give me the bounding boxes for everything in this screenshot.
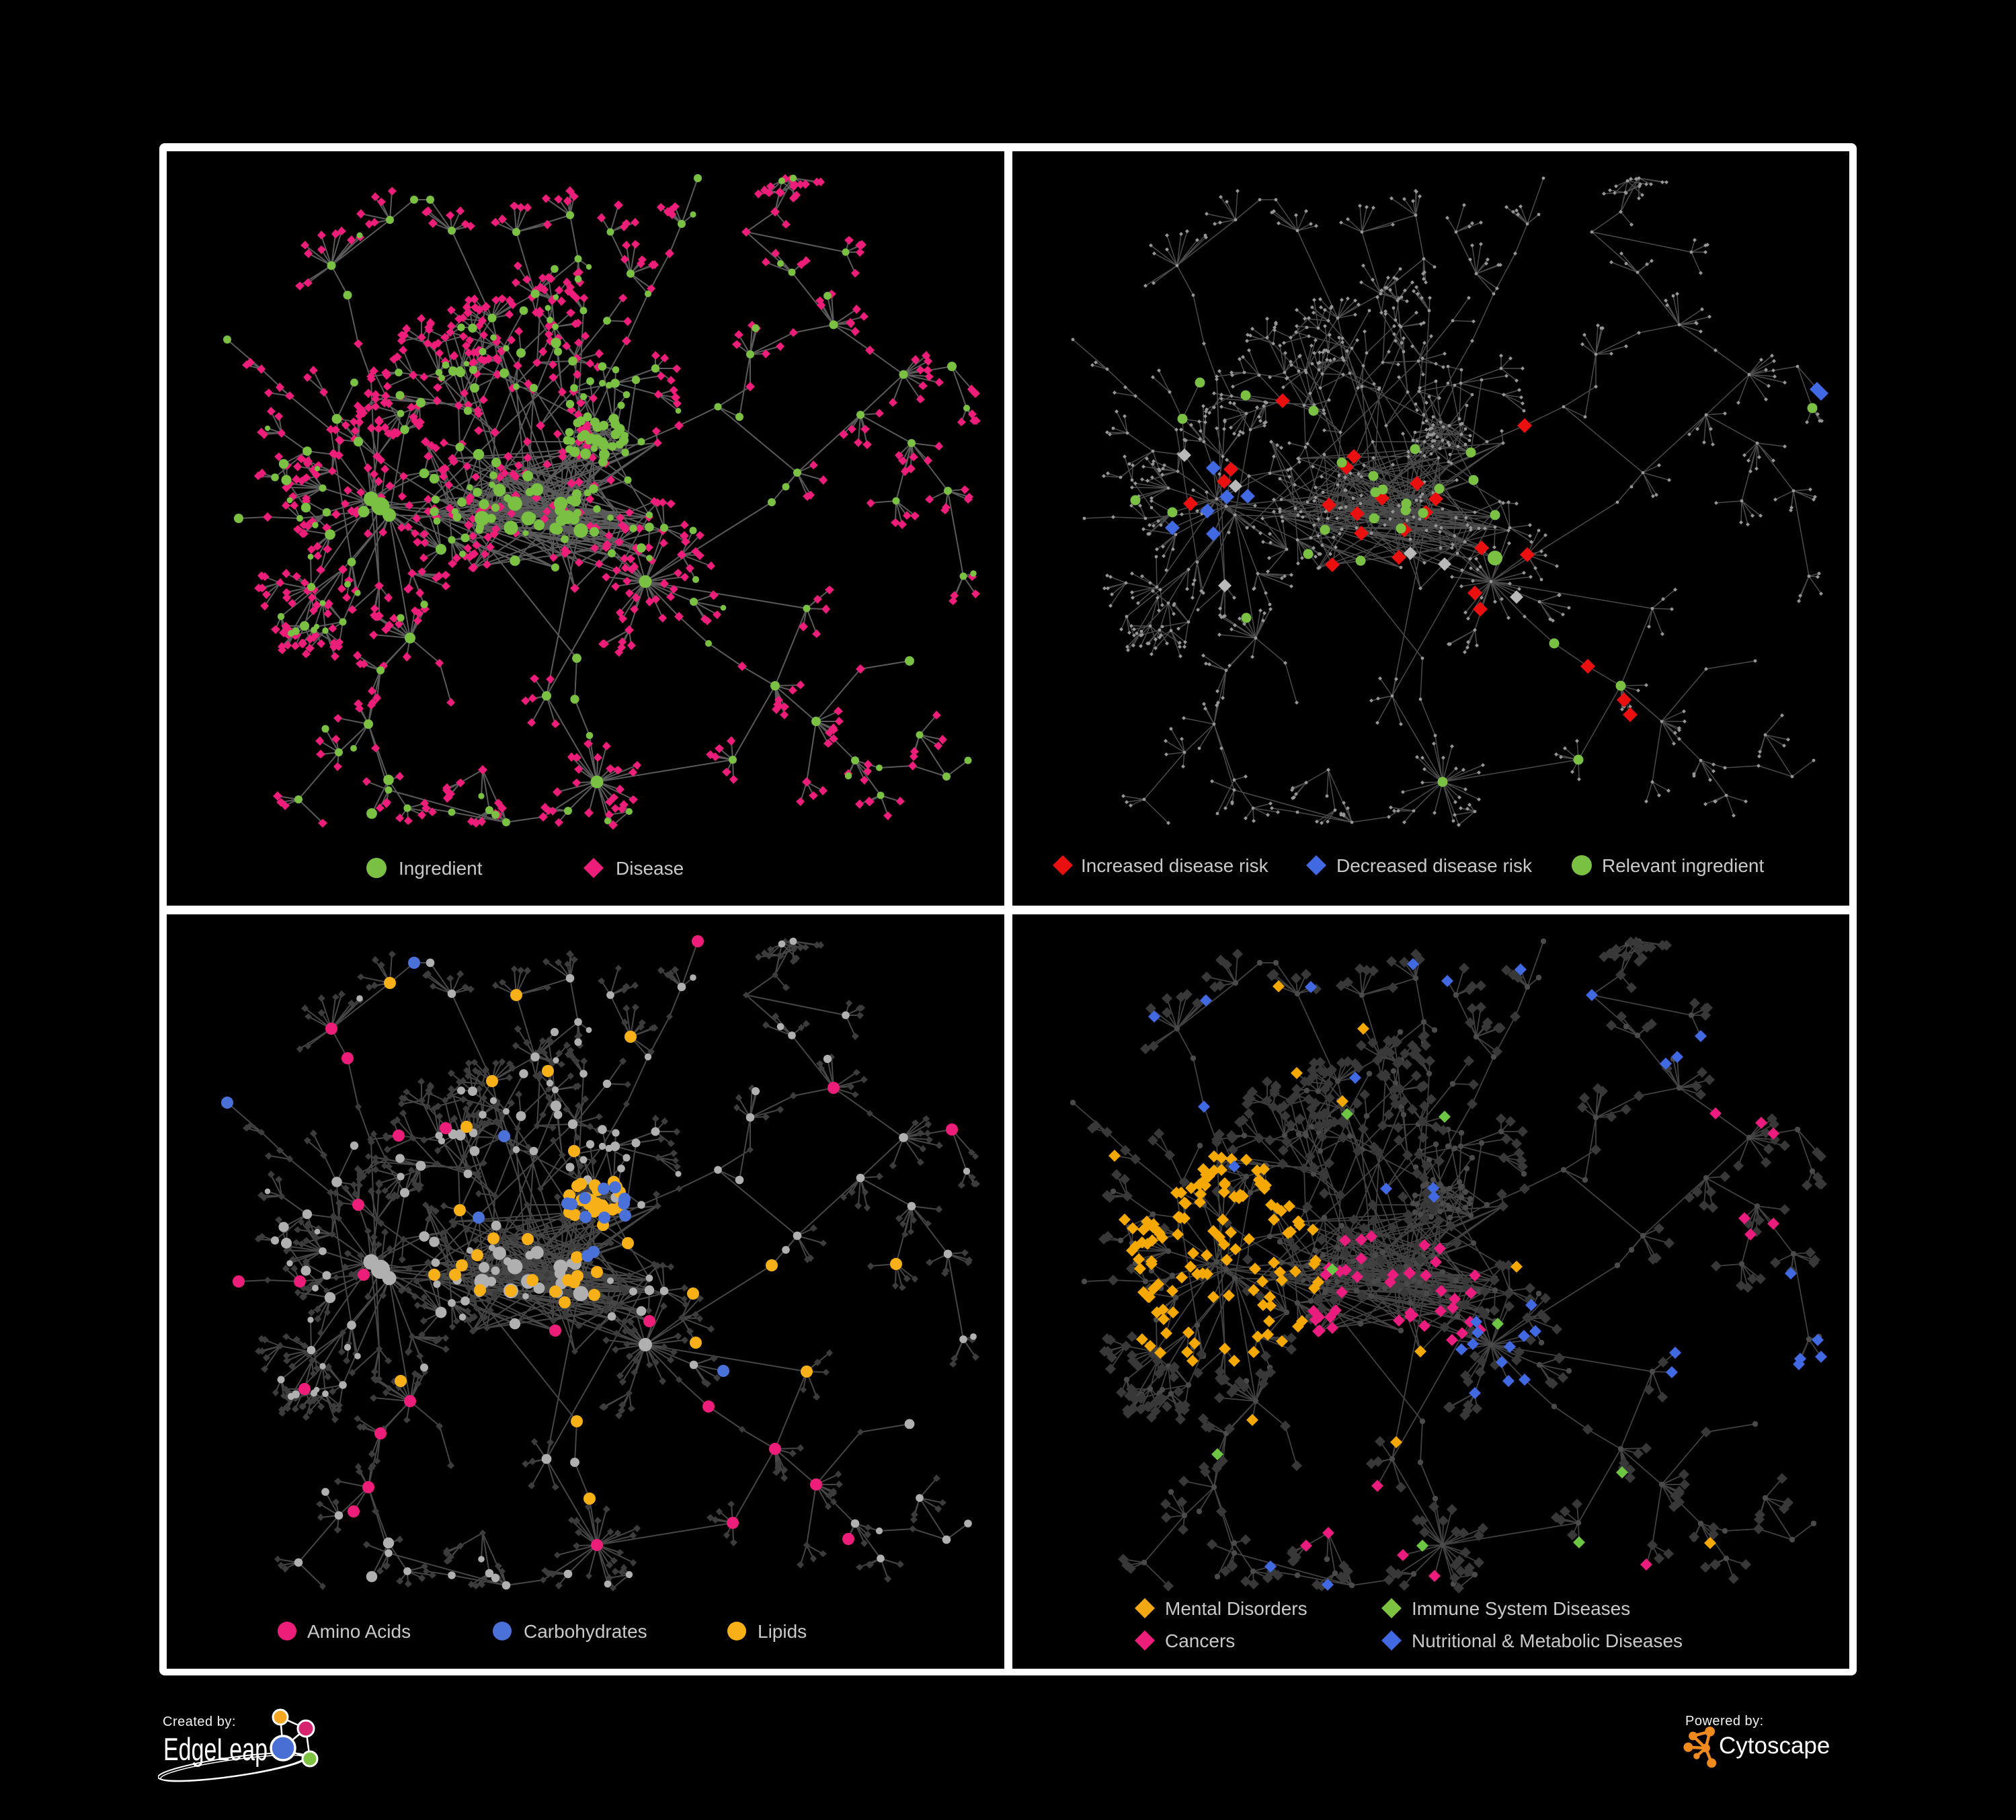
svg-text:Created by:: Created by: bbox=[163, 1714, 236, 1729]
svg-text:EdgeLeap: EdgeLeap bbox=[163, 1731, 268, 1767]
svg-text:Decreased disease risk: Decreased disease risk bbox=[1336, 855, 1533, 876]
svg-text:Powered by:: Powered by: bbox=[1685, 1714, 1764, 1729]
svg-text:Lipids: Lipids bbox=[758, 1621, 807, 1642]
svg-text:Ingredient: Ingredient bbox=[399, 858, 483, 879]
svg-text:Increased disease risk: Increased disease risk bbox=[1081, 855, 1269, 876]
svg-text:Mental Disorders: Mental Disorders bbox=[1165, 1598, 1307, 1619]
svg-text:Cytoscape: Cytoscape bbox=[1719, 1733, 1830, 1759]
svg-text:Relevant ingredient: Relevant ingredient bbox=[1602, 855, 1764, 876]
svg-text:Nutritional & Metabolic Diseas: Nutritional & Metabolic Diseases bbox=[1412, 1630, 1683, 1651]
svg-text:Carbohydrates: Carbohydrates bbox=[524, 1621, 647, 1642]
svg-text:Disease: Disease bbox=[616, 858, 684, 879]
svg-text:Cancers: Cancers bbox=[1165, 1630, 1235, 1651]
svg-text:Immune System Diseases: Immune System Diseases bbox=[1412, 1598, 1630, 1619]
svg-text:Amino Acids: Amino Acids bbox=[307, 1621, 411, 1642]
